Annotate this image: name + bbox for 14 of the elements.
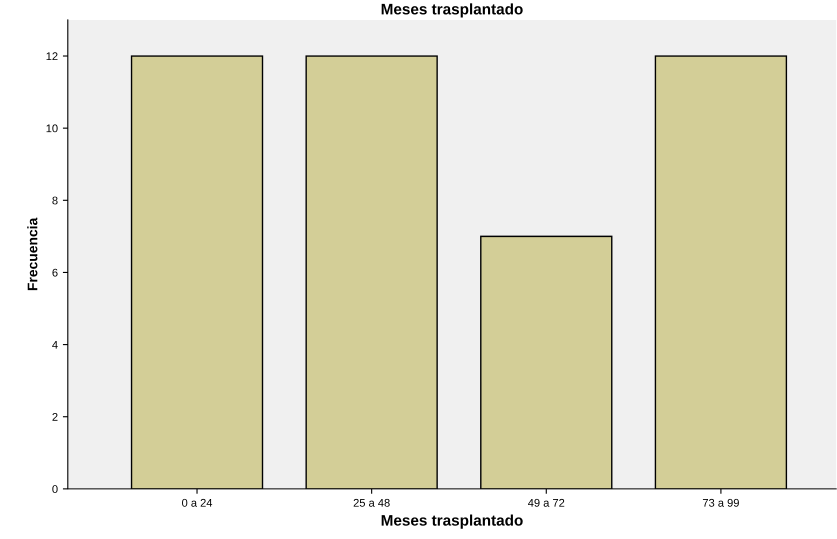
y-tick-label: 0 — [52, 485, 58, 494]
y-axis-title: Frecuencia — [27, 218, 38, 290]
x-tick-label: 0 a 24 — [182, 498, 212, 507]
x-tick-label: 73 a 99 — [702, 498, 739, 507]
y-tick-label: 10 — [46, 124, 58, 132]
x-axis-title: Meses trasplantado — [382, 514, 523, 529]
y-tick-label: 12 — [46, 52, 58, 60]
chart-title: Meses trasplantado — [382, 3, 523, 18]
y-tick-label: 8 — [52, 196, 58, 204]
x-tick-label: 49 a 72 — [528, 498, 564, 507]
y-tick-label: 6 — [52, 268, 58, 277]
x-tick-label: 25 a 48 — [354, 498, 390, 507]
y-tick-label: 4 — [52, 340, 58, 349]
y-tick-label: 2 — [52, 412, 58, 421]
